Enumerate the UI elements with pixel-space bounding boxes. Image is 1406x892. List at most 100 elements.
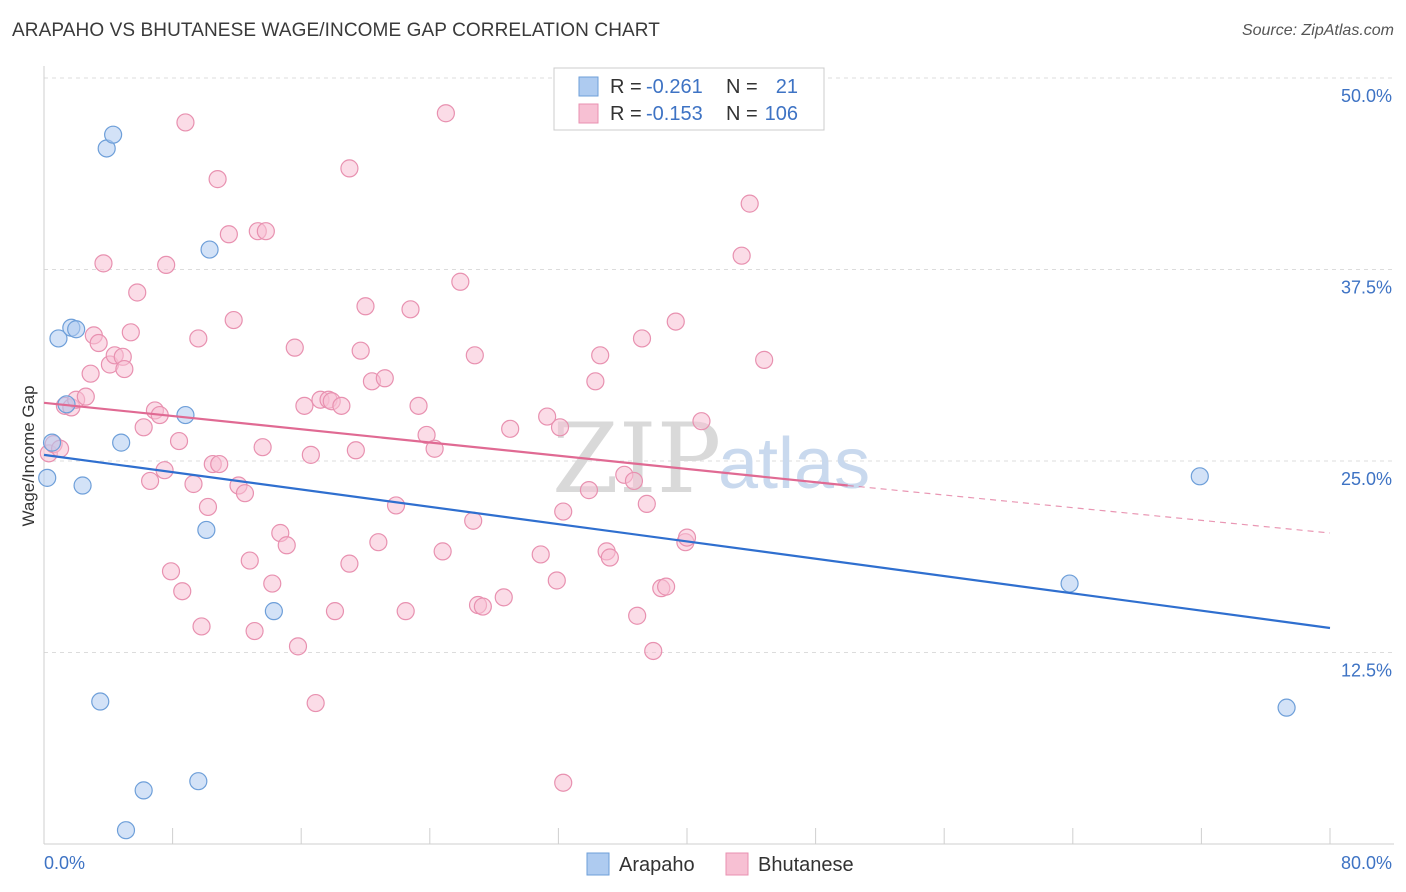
- y-tick-label-3: 50.0%: [1341, 86, 1392, 106]
- legend-swatch-bhutanese: [578, 103, 599, 124]
- point-bhutanese-101: [692, 412, 711, 431]
- legend-swatch-arapaho: [578, 76, 599, 97]
- point-bhutanese-82: [550, 418, 570, 437]
- point-bhutanese-30: [198, 497, 218, 517]
- point-bhutanese-77: [494, 588, 513, 607]
- bottom-legend-arapaho: Arapaho: [619, 854, 695, 876]
- point-bhutanese-55: [332, 396, 351, 415]
- point-bhutanese-80: [538, 407, 557, 426]
- point-bhutanese-48: [295, 396, 314, 415]
- source-label: Source: ZipAtlas.com: [1241, 22, 1394, 39]
- point-arapaho-9: [112, 433, 131, 452]
- point-bhutanese-94: [637, 494, 656, 513]
- point-bhutanese-67: [409, 396, 428, 415]
- point-bhutanese-32: [208, 170, 227, 189]
- point-bhutanese-97: [657, 577, 676, 596]
- point-bhutanese-27: [184, 474, 203, 494]
- bottom-legend: Arapaho Bhutanese: [586, 852, 854, 876]
- point-bhutanese-16: [128, 283, 147, 302]
- point-bhutanese-78: [501, 419, 520, 438]
- legend-n-value-1: 21: [776, 76, 798, 98]
- point-bhutanese-76: [473, 597, 492, 616]
- legend-r-value-1: -0.261: [646, 76, 703, 98]
- point-bhutanese-26: [176, 113, 195, 132]
- point-bhutanese-74: [465, 346, 484, 365]
- point-bhutanese-58: [346, 441, 365, 460]
- point-bhutanese-87: [591, 346, 610, 365]
- point-bhutanese-25: [173, 582, 192, 601]
- point-bhutanese-105: [755, 350, 774, 369]
- point-bhutanese-100: [677, 528, 697, 547]
- point-bhutanese-92: [628, 606, 647, 625]
- point-bhutanese-14: [115, 359, 134, 379]
- point-arapaho-1: [42, 433, 62, 452]
- point-arapaho-17: [264, 602, 283, 621]
- point-bhutanese-103: [732, 246, 751, 265]
- point-bhutanese-17: [134, 418, 153, 437]
- point-bhutanese-73: [464, 511, 483, 530]
- legend-n-label-2: N =: [726, 103, 758, 125]
- trend-lines: [43, 401, 1331, 630]
- point-bhutanese-84: [554, 773, 573, 792]
- point-bhutanese-54: [325, 602, 345, 621]
- point-bhutanese-66: [401, 300, 420, 319]
- point-bhutanese-37: [235, 484, 255, 503]
- point-bhutanese-64: [386, 496, 406, 515]
- point-bhutanese-68: [417, 425, 436, 445]
- point-bhutanese-34: [219, 225, 238, 244]
- point-bhutanese-91: [624, 471, 644, 491]
- point-bhutanese-35: [224, 310, 243, 330]
- point-bhutanese-62: [369, 533, 388, 552]
- point-bhutanese-22: [157, 255, 176, 275]
- point-bhutanese-43: [263, 574, 282, 593]
- legend-r-label-1: R =: [610, 76, 642, 98]
- point-bhutanese-15: [121, 323, 140, 342]
- point-bhutanese-59: [351, 341, 370, 360]
- trend-line-bhutanese: [43, 401, 848, 487]
- point-arapaho-12: [116, 821, 136, 840]
- point-bhutanese-104: [740, 194, 759, 213]
- legend-r-value-2: -0.153: [646, 103, 703, 125]
- point-bhutanese-45: [277, 536, 296, 555]
- point-bhutanese-57: [340, 554, 359, 573]
- point-arapaho-20: [1277, 698, 1296, 717]
- point-bhutanese-33: [210, 454, 229, 474]
- point-bhutanese-50: [306, 693, 325, 713]
- point-arapaho-16: [200, 240, 219, 259]
- bottom-legend-swatch-arapaho: [586, 852, 610, 876]
- point-bhutanese-79: [531, 545, 550, 564]
- point-bhutanese-9: [89, 333, 108, 353]
- point-arapaho-11: [134, 781, 153, 800]
- point-bhutanese-71: [436, 104, 455, 123]
- point-arapaho-10: [91, 692, 110, 711]
- point-bhutanese-38: [240, 551, 259, 570]
- data-points: [38, 88, 1296, 840]
- point-arapaho-0: [38, 468, 57, 487]
- point-bhutanese-28: [189, 329, 208, 348]
- point-arapaho-13: [176, 405, 195, 425]
- point-bhutanese-18: [140, 471, 160, 491]
- point-bhutanese-47: [288, 637, 308, 656]
- chart-title: ARAPAHO VS BHUTANESE WAGE/INCOME GAP COR…: [12, 20, 660, 41]
- point-bhutanese-98: [666, 312, 685, 331]
- point-bhutanese-86: [586, 372, 605, 391]
- x-tick-label-min: 0.0%: [44, 853, 85, 873]
- point-bhutanese-42: [253, 438, 272, 457]
- point-arapaho-8: [104, 125, 123, 144]
- y-tick-label-2: 37.5%: [1341, 278, 1392, 298]
- trend-line-arapaho: [43, 453, 1331, 630]
- bottom-legend-swatch-bhutanese: [725, 852, 749, 876]
- point-bhutanese-95: [644, 641, 663, 661]
- point-bhutanese-65: [396, 602, 415, 621]
- point-bhutanese-46: [285, 338, 304, 357]
- y-axis-title: Wage/Income Gap: [19, 385, 38, 526]
- point-bhutanese-89: [600, 548, 619, 567]
- legend-box: R = -0.261 N = 21 R = -0.153 N = 106: [553, 67, 825, 131]
- y-tick-label-0: 12.5%: [1341, 661, 1392, 681]
- point-bhutanese-24: [169, 431, 189, 451]
- point-bhutanese-29: [192, 617, 211, 636]
- legend-n-label-1: N =: [726, 76, 758, 98]
- point-arapaho-18: [1060, 574, 1079, 593]
- point-bhutanese-41: [256, 222, 275, 241]
